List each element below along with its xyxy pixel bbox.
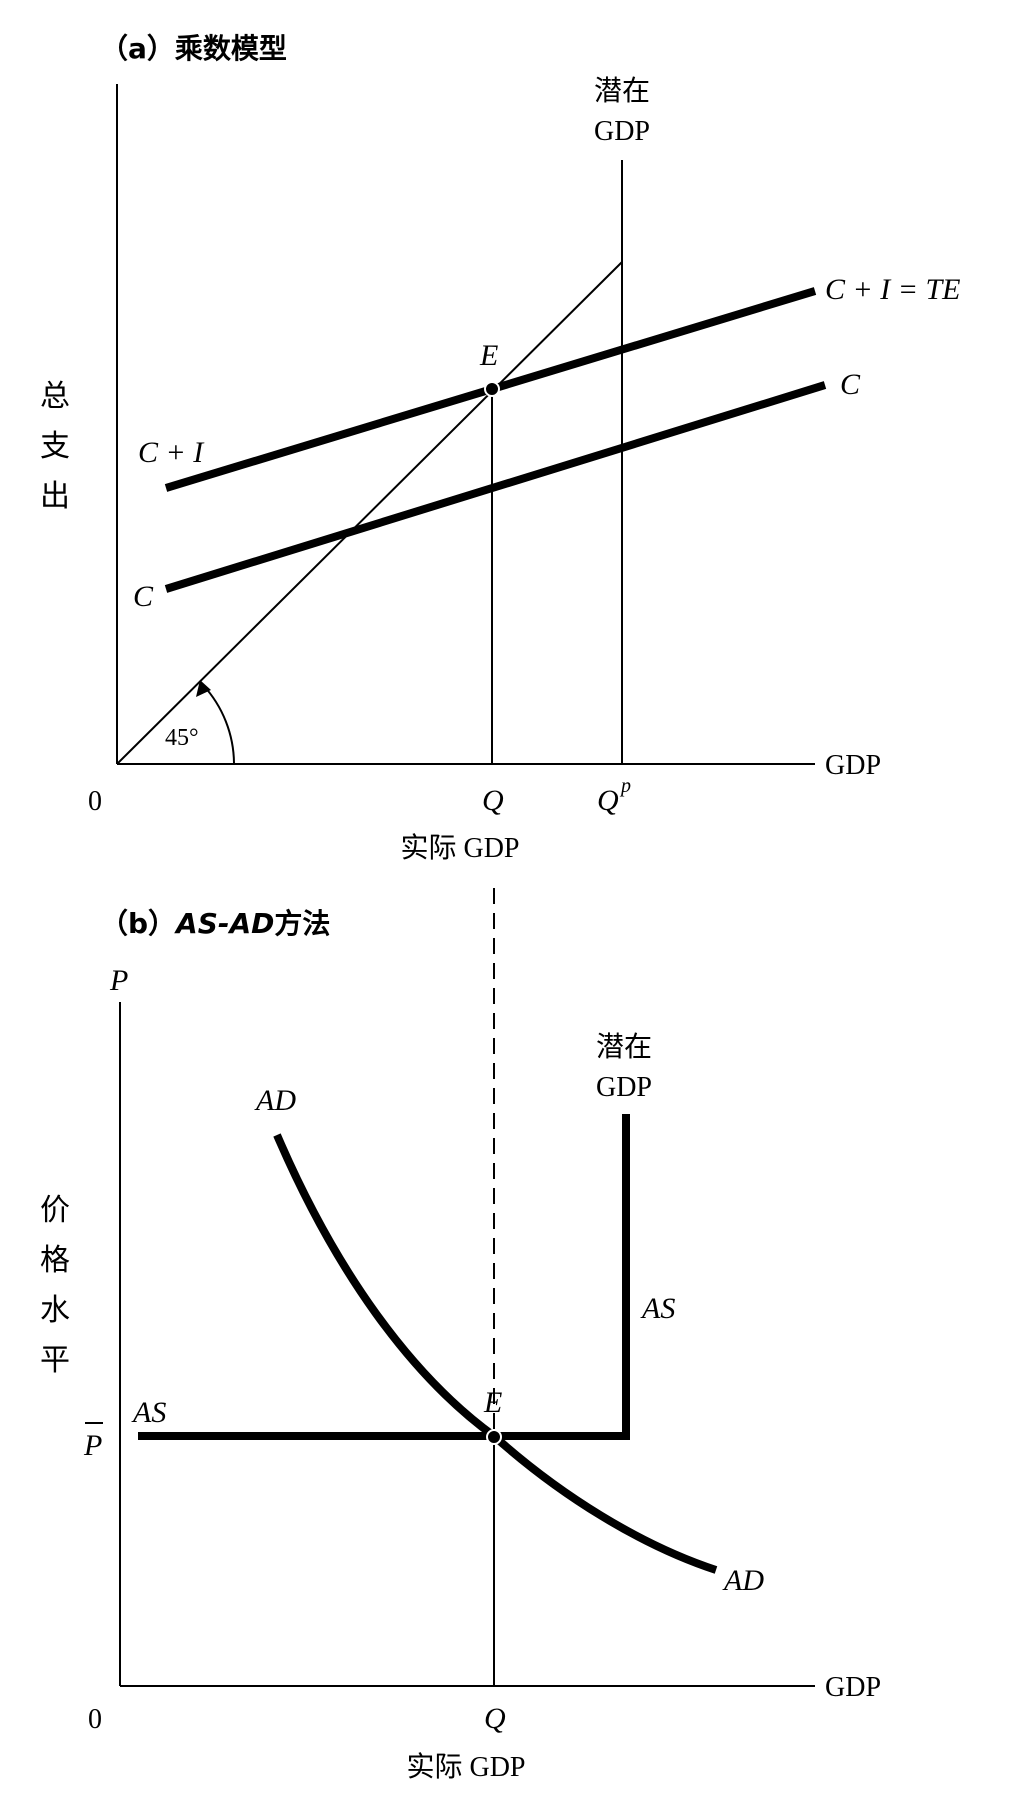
panel-a-qp-superscript: p [619, 775, 631, 797]
y-label-char-2: 格 [40, 1244, 70, 1277]
panel-b-x-caption: 实际 GDP [406, 1751, 525, 1783]
c-plus-i-label-left: C + I [138, 436, 205, 469]
panel-a-equilibrium-point [484, 381, 500, 397]
c-plus-i-te-label-right: C + I = TE [825, 273, 961, 306]
panel-a-origin-label: 0 [88, 786, 102, 817]
panel-a-x-axis-label: GDP [825, 750, 881, 781]
as-curve [138, 1114, 630, 1440]
y-label-char-3: 水 [40, 1294, 70, 1327]
panel-b-potential-label-2: GDP [596, 1072, 652, 1103]
as-label-left: AS [131, 1396, 166, 1429]
panel-a-potential-label-1: 潜在 [594, 75, 650, 107]
panel-b-equilibrium-point [486, 1429, 502, 1445]
panel-b-as-ad-approach: （b）AS-AD方法 P 价 格 水 平 GDP 0 P AD AD AS AS… [40, 888, 881, 1783]
y-label-char-1: 总 [40, 380, 70, 413]
forty-five-degree-line [116, 261, 623, 765]
y-label-char-1: 价 [40, 1194, 70, 1227]
consumption-curve [164, 381, 827, 593]
panel-b-title-suffix: 方法 [274, 907, 330, 940]
panel-b-y-axis-label: 价 格 水 平 [40, 1194, 70, 1377]
y-label-char-2: 支 [40, 430, 70, 463]
ad-label-bottom: AD [722, 1564, 764, 1597]
panel-b-title-prefix: （b） [100, 907, 176, 940]
panel-a-q-label: Q [482, 784, 504, 817]
panel-b-origin-label: 0 [88, 1704, 102, 1735]
as-label-right: AS [640, 1292, 675, 1325]
angle-label: 45° [165, 725, 199, 751]
panel-b-x-axis-label: GDP [825, 1672, 881, 1703]
c-label-left: C [133, 580, 154, 613]
ad-curve [273, 1133, 718, 1574]
panel-b-potential-label-1: 潜在 [596, 1031, 652, 1063]
panel-b-y-axis-symbol: P [109, 964, 128, 997]
panel-b-title: （b）AS-AD方法 [100, 907, 330, 940]
panel-a-e-label: E [479, 339, 498, 372]
panel-a-multiplier-model: （a）乘数模型 总 支 出 GDP 0 45° 潜在 GDP C + I C +… [40, 32, 961, 864]
ad-label-top: AD [254, 1084, 296, 1117]
panel-b-e-label: E [483, 1386, 502, 1419]
p-bar-label: P [83, 1429, 102, 1462]
panel-b-q-label: Q [484, 1702, 506, 1735]
angle-arc [202, 684, 235, 765]
panel-b-title-italic: AS-AD [174, 907, 274, 940]
panel-a-title: （a）乘数模型 [100, 32, 287, 65]
panel-a-x-caption: 实际 GDP [400, 832, 519, 864]
y-label-char-4: 平 [40, 1344, 70, 1377]
panel-a-potential-label-2: GDP [594, 116, 650, 147]
panel-a-qp-label: Q [597, 784, 619, 817]
c-label-right: C [840, 368, 861, 401]
y-label-char-3: 出 [40, 480, 70, 513]
panel-a-y-axis-label: 总 支 出 [40, 380, 70, 513]
angle-arrowhead-icon [196, 680, 211, 697]
